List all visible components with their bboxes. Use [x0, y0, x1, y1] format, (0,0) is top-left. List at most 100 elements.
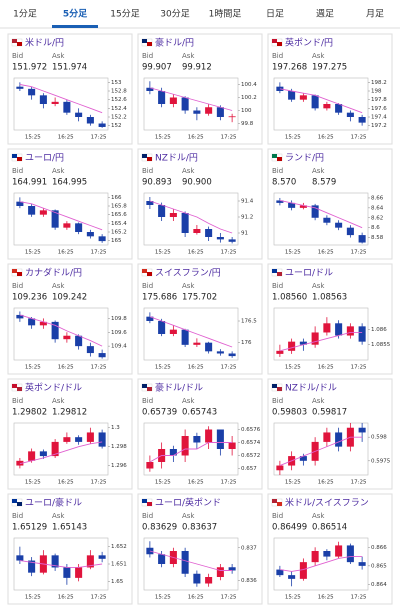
- tab[interactable]: 30分足: [160, 9, 189, 20]
- bid-value: 99.907: [142, 63, 172, 73]
- candle-body: [181, 551, 189, 574]
- ask-label: Ask: [52, 282, 65, 290]
- pair-name[interactable]: ユーロ/円: [25, 153, 64, 164]
- plot-area: [13, 192, 109, 246]
- flag-part: [277, 502, 282, 506]
- ask-value: 0.59817: [312, 408, 347, 418]
- candle-body: [86, 117, 94, 124]
- candle-body: [181, 213, 189, 233]
- candle-body: [63, 437, 71, 442]
- y-tick-label: 0.6576: [241, 427, 261, 433]
- y-tick-label: 8.58: [371, 235, 384, 241]
- x-tick-label: 15:25: [25, 595, 41, 601]
- candle-body: [51, 441, 59, 457]
- candle-body: [146, 316, 154, 321]
- ask-value: 0.65743: [182, 408, 217, 418]
- flag-part: [147, 502, 152, 506]
- moving-average: [19, 201, 103, 231]
- candle-body: [323, 104, 331, 109]
- tab[interactable]: 日足: [266, 9, 284, 20]
- pair-name[interactable]: 豪ドル/ドル: [155, 382, 203, 394]
- candle-body: [146, 87, 154, 91]
- pair-name[interactable]: 米ドル/円: [25, 37, 64, 49]
- pair-name[interactable]: ユーロ/英ポンド: [155, 497, 221, 509]
- candle-body: [16, 460, 24, 466]
- tab-active[interactable]: 5分足: [63, 8, 88, 20]
- y-tick-label: 109.6: [111, 330, 127, 336]
- flag-part: [17, 157, 22, 161]
- ask-label: Ask: [312, 397, 325, 405]
- candle-body: [358, 562, 366, 566]
- candle-body: [358, 117, 366, 123]
- candle-body: [216, 351, 224, 354]
- bid-value: 109.236: [12, 293, 47, 303]
- moving-average: [19, 84, 103, 114]
- tab[interactable]: 1時間足: [209, 9, 242, 20]
- candle-body: [358, 326, 366, 342]
- candle-body: [63, 567, 71, 578]
- bid-value: 0.86499: [272, 523, 307, 533]
- candle-body: [169, 449, 177, 456]
- tab[interactable]: 月足: [366, 9, 384, 20]
- candle-body: [276, 200, 284, 203]
- ask-label: Ask: [312, 167, 325, 175]
- tab[interactable]: 15分足: [110, 9, 139, 20]
- candle-body: [216, 107, 224, 117]
- x-tick-label: 17:25: [221, 595, 237, 601]
- bid-label: Bid: [142, 167, 153, 175]
- y-tick-label: 152.8: [111, 89, 127, 95]
- bid-value: 0.65739: [142, 408, 177, 418]
- flag-part: [272, 384, 277, 388]
- plot-area: [273, 77, 369, 131]
- flag-part: [142, 39, 147, 43]
- pair-name[interactable]: NZドル/ドル: [285, 384, 337, 394]
- x-tick-label: 17:25: [91, 595, 107, 601]
- ask-label: Ask: [182, 397, 195, 405]
- bid-value: 197.268: [272, 63, 307, 73]
- pair-name[interactable]: カナダドル/円: [25, 267, 82, 279]
- x-tick-label: 15:25: [25, 135, 41, 141]
- pair-name[interactable]: ユーロ/豪ドル: [25, 497, 82, 509]
- candle-body: [276, 350, 284, 354]
- candle-body: [16, 201, 24, 206]
- x-tick-label: 15:25: [285, 135, 301, 141]
- flag-part: [147, 157, 152, 161]
- y-tick-label: 0.657: [241, 466, 257, 472]
- x-tick-label: 17:25: [91, 480, 107, 486]
- y-tick-label: 152.4: [111, 106, 127, 112]
- candle-body: [346, 326, 354, 336]
- tab[interactable]: 1分足: [13, 9, 37, 20]
- x-tick-label: 16:25: [318, 480, 334, 486]
- pair-name[interactable]: 英ポンド/ドル: [25, 382, 82, 394]
- flag-part: [17, 272, 22, 276]
- candle-body: [39, 210, 47, 215]
- pair-name[interactable]: 豪ドル/円: [155, 37, 194, 49]
- bid-label: Bid: [12, 397, 23, 405]
- ask-label: Ask: [52, 397, 65, 405]
- pair-name[interactable]: スイスフラン/円: [155, 268, 221, 279]
- pair-name[interactable]: ランド/円: [285, 153, 324, 164]
- ask-label: Ask: [182, 512, 195, 520]
- candle-body: [51, 321, 59, 340]
- candle-body: [169, 329, 177, 334]
- pair-name[interactable]: 米ドル/スイスフラン: [285, 497, 369, 509]
- y-tick-label: 100: [241, 108, 252, 114]
- x-tick-label: 16:25: [318, 595, 334, 601]
- candle-body: [205, 577, 213, 584]
- x-tick-label: 15:25: [25, 480, 41, 486]
- candle-body: [358, 427, 366, 433]
- tab[interactable]: 週足: [316, 9, 334, 20]
- flag-part: [277, 157, 282, 161]
- pair-name[interactable]: 英ポンド/円: [285, 37, 333, 49]
- pair-name[interactable]: ユーロ/ドル: [285, 269, 333, 279]
- flag-part: [17, 42, 22, 46]
- pair-name[interactable]: NZドル/円: [155, 153, 198, 164]
- bid-value: 151.972: [12, 63, 47, 73]
- x-tick-label: 16:25: [188, 365, 204, 371]
- candle-body: [158, 205, 166, 217]
- x-tick-label: 16:25: [318, 250, 334, 256]
- flag-part: [12, 154, 17, 158]
- x-tick-label: 16:25: [58, 250, 74, 256]
- y-tick-label: 0.864: [371, 582, 387, 588]
- plot-area: [143, 77, 239, 131]
